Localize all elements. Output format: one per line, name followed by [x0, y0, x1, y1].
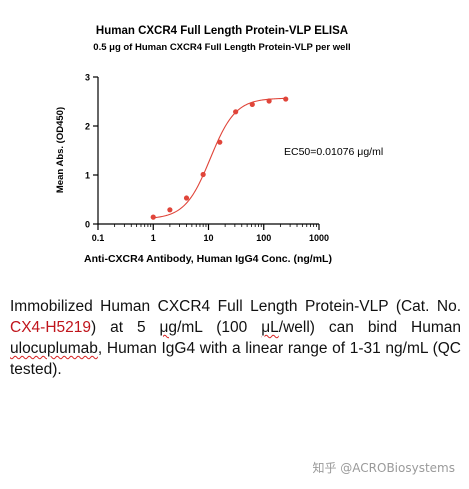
- y-tick-label: 3: [85, 73, 90, 83]
- x-tick-label: 1: [151, 233, 156, 243]
- data-point: [200, 171, 206, 178]
- fit-curve: [153, 97, 286, 219]
- chart-title: Human CXCR4 Full Length Protein-VLP ELIS…: [96, 25, 348, 37]
- y-tick-label: 0: [85, 220, 90, 230]
- x-tick-label: 100: [256, 233, 271, 243]
- antibody-name: ulocuplumab: [10, 340, 98, 357]
- data-point: [183, 195, 190, 201]
- data-points: [150, 96, 289, 220]
- watermark: 知乎 @ACROBiosystems: [312, 461, 455, 475]
- caption-text: /mL (100: [177, 319, 262, 336]
- caption-line-1: Immobilized Human CXCR4 Full Length Prot…: [10, 298, 389, 315]
- catalog-number-link[interactable]: CX4-H5219: [10, 319, 91, 336]
- data-point: [167, 207, 173, 213]
- fit-curve-layer: [153, 97, 286, 219]
- caption-text: /well) can: [278, 319, 354, 336]
- caption-text: , Human IgG4 with a linear: [97, 340, 284, 357]
- y-axis-title: Mean Abs. (OD450): [55, 107, 66, 193]
- data-point: [266, 98, 272, 104]
- unit-ul: μL: [261, 319, 279, 336]
- data-point: [217, 139, 223, 145]
- chart: Human CXCR4 Full Length Protein-VLP ELIS…: [55, 25, 383, 265]
- data-point: [150, 214, 156, 220]
- unit-ug: μg: [159, 319, 178, 336]
- y-tick-label: 2: [85, 122, 90, 132]
- x-tick-label: 0.1: [92, 233, 105, 243]
- caption-text: ) at 5: [91, 319, 160, 336]
- data-point: [283, 96, 289, 102]
- x-axis-title: Anti-CXCR4 Antibody, Human IgG4 Conc. (n…: [84, 253, 332, 265]
- ec50-annotation: EC50=0.01076 μg/ml: [284, 146, 383, 158]
- data-point: [233, 109, 239, 115]
- data-point: [249, 101, 255, 108]
- caption-line-4: range of 1-31 ng/mL (QC tested).: [10, 340, 462, 378]
- y-tick-label: 1: [85, 171, 90, 181]
- x-tick-label: 1000: [309, 233, 329, 243]
- axes: 0 1 2 3 0.1 1 10 100 1000: [85, 73, 329, 244]
- caption-text: (Cat. No.: [395, 298, 462, 315]
- chart-subtitle: 0.5 μg of Human CXCR4 Full Length Protei…: [93, 42, 350, 53]
- x-tick-label: 10: [203, 233, 213, 243]
- caption-text: bind Human: [367, 319, 462, 336]
- caption: Immobilized Human CXCR4 Full Length Prot…: [10, 296, 461, 380]
